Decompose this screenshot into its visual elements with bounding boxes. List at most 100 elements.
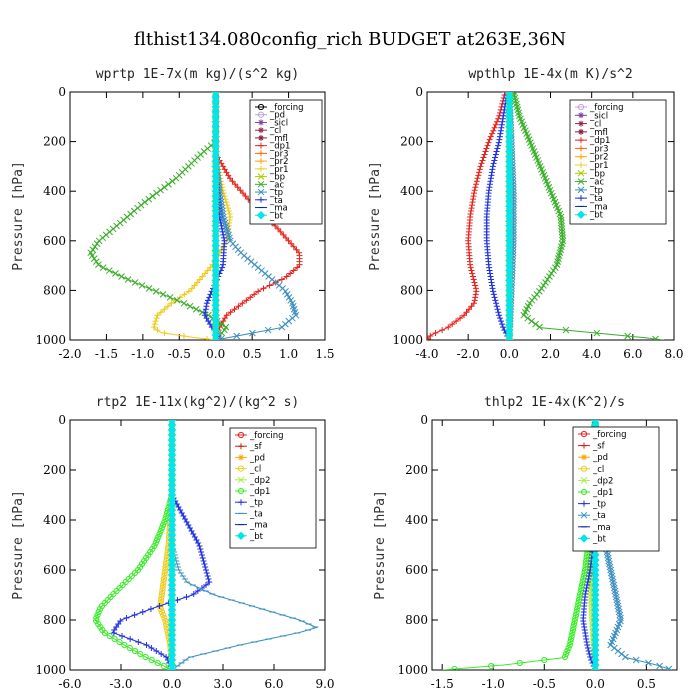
x-tick-label: -1.5: [95, 347, 118, 361]
series-point: [617, 614, 624, 622]
series-point: [586, 651, 593, 657]
series-point: [427, 336, 431, 340]
legend-label: _cl: [249, 465, 261, 475]
series-point: [157, 527, 164, 535]
series-point: [105, 267, 113, 274]
legend-label: _tp: [592, 500, 606, 510]
y-tick-label: 0: [58, 413, 66, 427]
series-point: [557, 216, 565, 224]
legend-label: _ma: [269, 204, 288, 214]
series-point: [568, 632, 575, 640]
y-tick-label: 400: [405, 513, 428, 527]
series-point: [495, 142, 502, 149]
series-point: [474, 175, 481, 182]
series-point: [206, 579, 213, 585]
series-point: [520, 311, 528, 319]
legend-marker: [580, 430, 588, 438]
series-point: [234, 184, 241, 191]
legend-marker: [580, 477, 588, 484]
panel-title: thlp2 1E-4x(K^2)/s: [484, 395, 625, 410]
y-axis-label: Pressure [hPa]: [373, 490, 388, 600]
series-point: [251, 291, 258, 298]
series-point: [471, 187, 478, 194]
series-point: [110, 630, 117, 636]
series-point: [203, 567, 209, 573]
series-point: [475, 172, 482, 179]
legend-box: [569, 99, 667, 225]
series-point: [186, 302, 194, 310]
x-tick-label: 0.0: [500, 347, 519, 361]
series-point: [480, 154, 487, 161]
plot-frame: [69, 91, 326, 341]
legend-marker: [577, 186, 585, 194]
series-point: [220, 231, 227, 238]
series-point: [159, 291, 167, 298]
series-point: [584, 582, 591, 588]
legend-label: _forcing: [592, 430, 627, 440]
series-point: [126, 644, 133, 652]
plot-frame: [69, 419, 326, 671]
series-point: [656, 662, 663, 670]
series-point: [197, 546, 204, 552]
series-point: [494, 306, 501, 313]
series-point: [152, 318, 159, 325]
legend-marker: [578, 145, 584, 152]
series-point: [180, 299, 188, 307]
legend-marker: [237, 465, 245, 472]
series-point: [191, 282, 198, 289]
series-point: [156, 603, 163, 609]
series-point: [540, 282, 547, 289]
legend-marker: [238, 454, 244, 461]
legend-label: _cl: [589, 120, 601, 130]
series-point: [199, 273, 206, 280]
series-point: [566, 641, 573, 649]
series-point: [153, 648, 160, 654]
series-point: [199, 555, 206, 561]
x-tick-label: -1.0: [131, 347, 154, 361]
series-point: [202, 564, 209, 570]
series-point: [283, 291, 291, 298]
series-point: [93, 614, 100, 622]
series-point: [493, 148, 500, 155]
series-point: [124, 276, 132, 283]
series-point: [461, 312, 468, 319]
legend-marker: [257, 173, 265, 180]
series-point: [502, 92, 509, 95]
x-tick-label: 4.0: [582, 347, 601, 361]
series-point: [472, 184, 479, 191]
series-point: [266, 282, 273, 289]
series-point: [145, 285, 153, 292]
y-tick-label: 400: [400, 184, 423, 198]
legend-label: _bp: [589, 169, 605, 179]
series-point: [96, 605, 104, 613]
series-point: [237, 187, 244, 194]
series-point: [106, 632, 113, 640]
series-point: [161, 183, 168, 191]
series-point: [203, 570, 210, 576]
series-point: [203, 582, 209, 588]
y-tick-label: 600: [400, 234, 423, 248]
series-point: [158, 593, 165, 601]
legend-label: _ta: [249, 509, 263, 519]
series-point: [294, 264, 301, 271]
series-point: [476, 169, 483, 176]
series-point: [558, 222, 565, 230]
series-point: [160, 611, 167, 619]
legend-label: _dp2: [592, 476, 613, 486]
series-point: [203, 336, 210, 340]
legend-marker: [238, 499, 244, 506]
legend-label: _mfl: [269, 134, 288, 144]
series-point: [123, 615, 130, 621]
series-point: [453, 318, 460, 325]
legend-label: _cl: [592, 465, 604, 475]
series-point: [445, 324, 452, 331]
legend-marker: [258, 119, 264, 126]
series-point: [457, 315, 464, 322]
series-point: [169, 177, 176, 185]
series-group: [427, 92, 664, 340]
series-point: [632, 656, 640, 664]
series-point: [152, 539, 159, 547]
series-point: [231, 306, 238, 313]
legend-marker: [258, 150, 264, 157]
series-point: [432, 330, 439, 337]
